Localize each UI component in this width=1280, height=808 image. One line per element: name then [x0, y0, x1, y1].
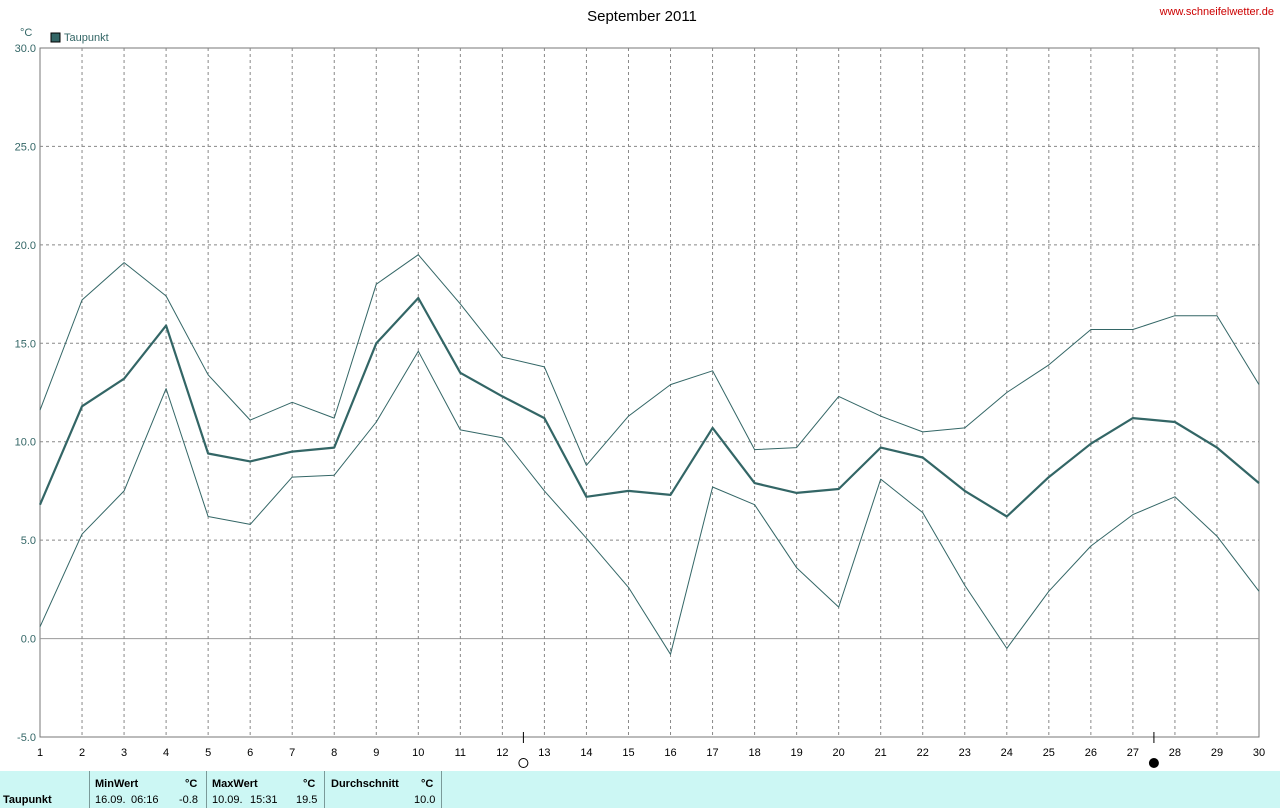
- x-tick-label: 14: [580, 747, 592, 759]
- x-tick-label: 21: [875, 747, 887, 759]
- legend-label: Taupunkt: [64, 32, 109, 44]
- x-tick-label: 22: [917, 747, 929, 759]
- avg-unit: °C: [421, 778, 434, 790]
- x-tick-label: 19: [790, 747, 802, 759]
- x-tick-label: 9: [373, 747, 379, 759]
- avg-header: Durchschnitt: [331, 778, 399, 790]
- x-tick-label: 23: [959, 747, 971, 759]
- x-tick-label: 18: [748, 747, 760, 759]
- min-header: MinWert: [95, 778, 139, 790]
- footer-row-label: Taupunkt: [3, 794, 52, 806]
- x-tick-label: 5: [205, 747, 211, 759]
- plot-area: [39, 47, 1260, 738]
- legend-swatch: [50, 32, 61, 43]
- max-value: 19.5: [296, 794, 318, 806]
- x-tick-label: 17: [706, 747, 718, 759]
- stats-footer: Taupunkt MinWert °C 16.09. 06:16 -0.8 Ma…: [0, 771, 1280, 808]
- avg-value: 10.0: [414, 794, 436, 806]
- max-time: 15:31: [250, 794, 278, 806]
- x-tick-label: 1: [37, 747, 43, 759]
- series-max-line: [39, 254, 1260, 466]
- full-moon-icon: [518, 758, 529, 768]
- new-moon-icon: [1148, 758, 1159, 768]
- x-tick-label: 2: [79, 747, 85, 759]
- x-tick-label: 27: [1127, 747, 1139, 759]
- dewpoint-chart: September 2011 °C Taupunkt -5.0 0.0 5.0 10.…: [15, 8, 1265, 768]
- x-tick-label: 20: [833, 747, 845, 759]
- x-tick-label: 28: [1169, 747, 1181, 759]
- x-tick-label: 8: [331, 747, 337, 759]
- chart-title: September 2011: [587, 8, 697, 25]
- y-tick-label: 5.0: [21, 535, 36, 547]
- x-tick-label: 11: [455, 747, 466, 759]
- y-tick-label: 15.0: [15, 338, 36, 350]
- x-tick-label: 10: [412, 747, 424, 759]
- x-tick-label: 26: [1085, 747, 1097, 759]
- min-date: 16.09.: [95, 794, 126, 806]
- min-time: 06:16: [131, 794, 159, 806]
- max-unit: °C: [303, 778, 316, 790]
- max-header: MaxWert: [212, 778, 258, 790]
- x-tick-label: 30: [1253, 747, 1265, 759]
- x-tick-label: 29: [1211, 747, 1223, 759]
- max-date: 10.09.: [212, 794, 243, 806]
- y-tick-label: 10.0: [15, 437, 36, 449]
- min-value: -0.8: [179, 794, 198, 806]
- x-tick-label: 15: [622, 747, 634, 759]
- x-tick-label: 7: [289, 747, 295, 759]
- site-url[interactable]: www.schneifelwetter.de: [1159, 6, 1274, 18]
- y-tick-label: 25.0: [15, 141, 36, 153]
- y-tick-label: 0.0: [21, 634, 36, 646]
- x-tick-label: 24: [1001, 747, 1013, 759]
- x-tick-label: 6: [247, 747, 253, 759]
- y-tick-label: -5.0: [17, 732, 36, 744]
- x-tick-label: 3: [121, 747, 127, 759]
- series-mean-line: [38, 296, 1260, 518]
- x-tick-label: 25: [1043, 747, 1055, 759]
- x-tick-label: 13: [538, 747, 550, 759]
- y-tick-label: 20.0: [15, 240, 36, 252]
- x-tick-label: 16: [664, 747, 676, 759]
- y-tick-label: 30.0: [15, 43, 36, 55]
- min-unit: °C: [185, 778, 198, 790]
- series-min-line: [39, 350, 1260, 655]
- y-axis-unit: °C: [20, 27, 32, 39]
- x-tick-label: 12: [496, 747, 508, 759]
- x-tick-label: 4: [163, 747, 169, 759]
